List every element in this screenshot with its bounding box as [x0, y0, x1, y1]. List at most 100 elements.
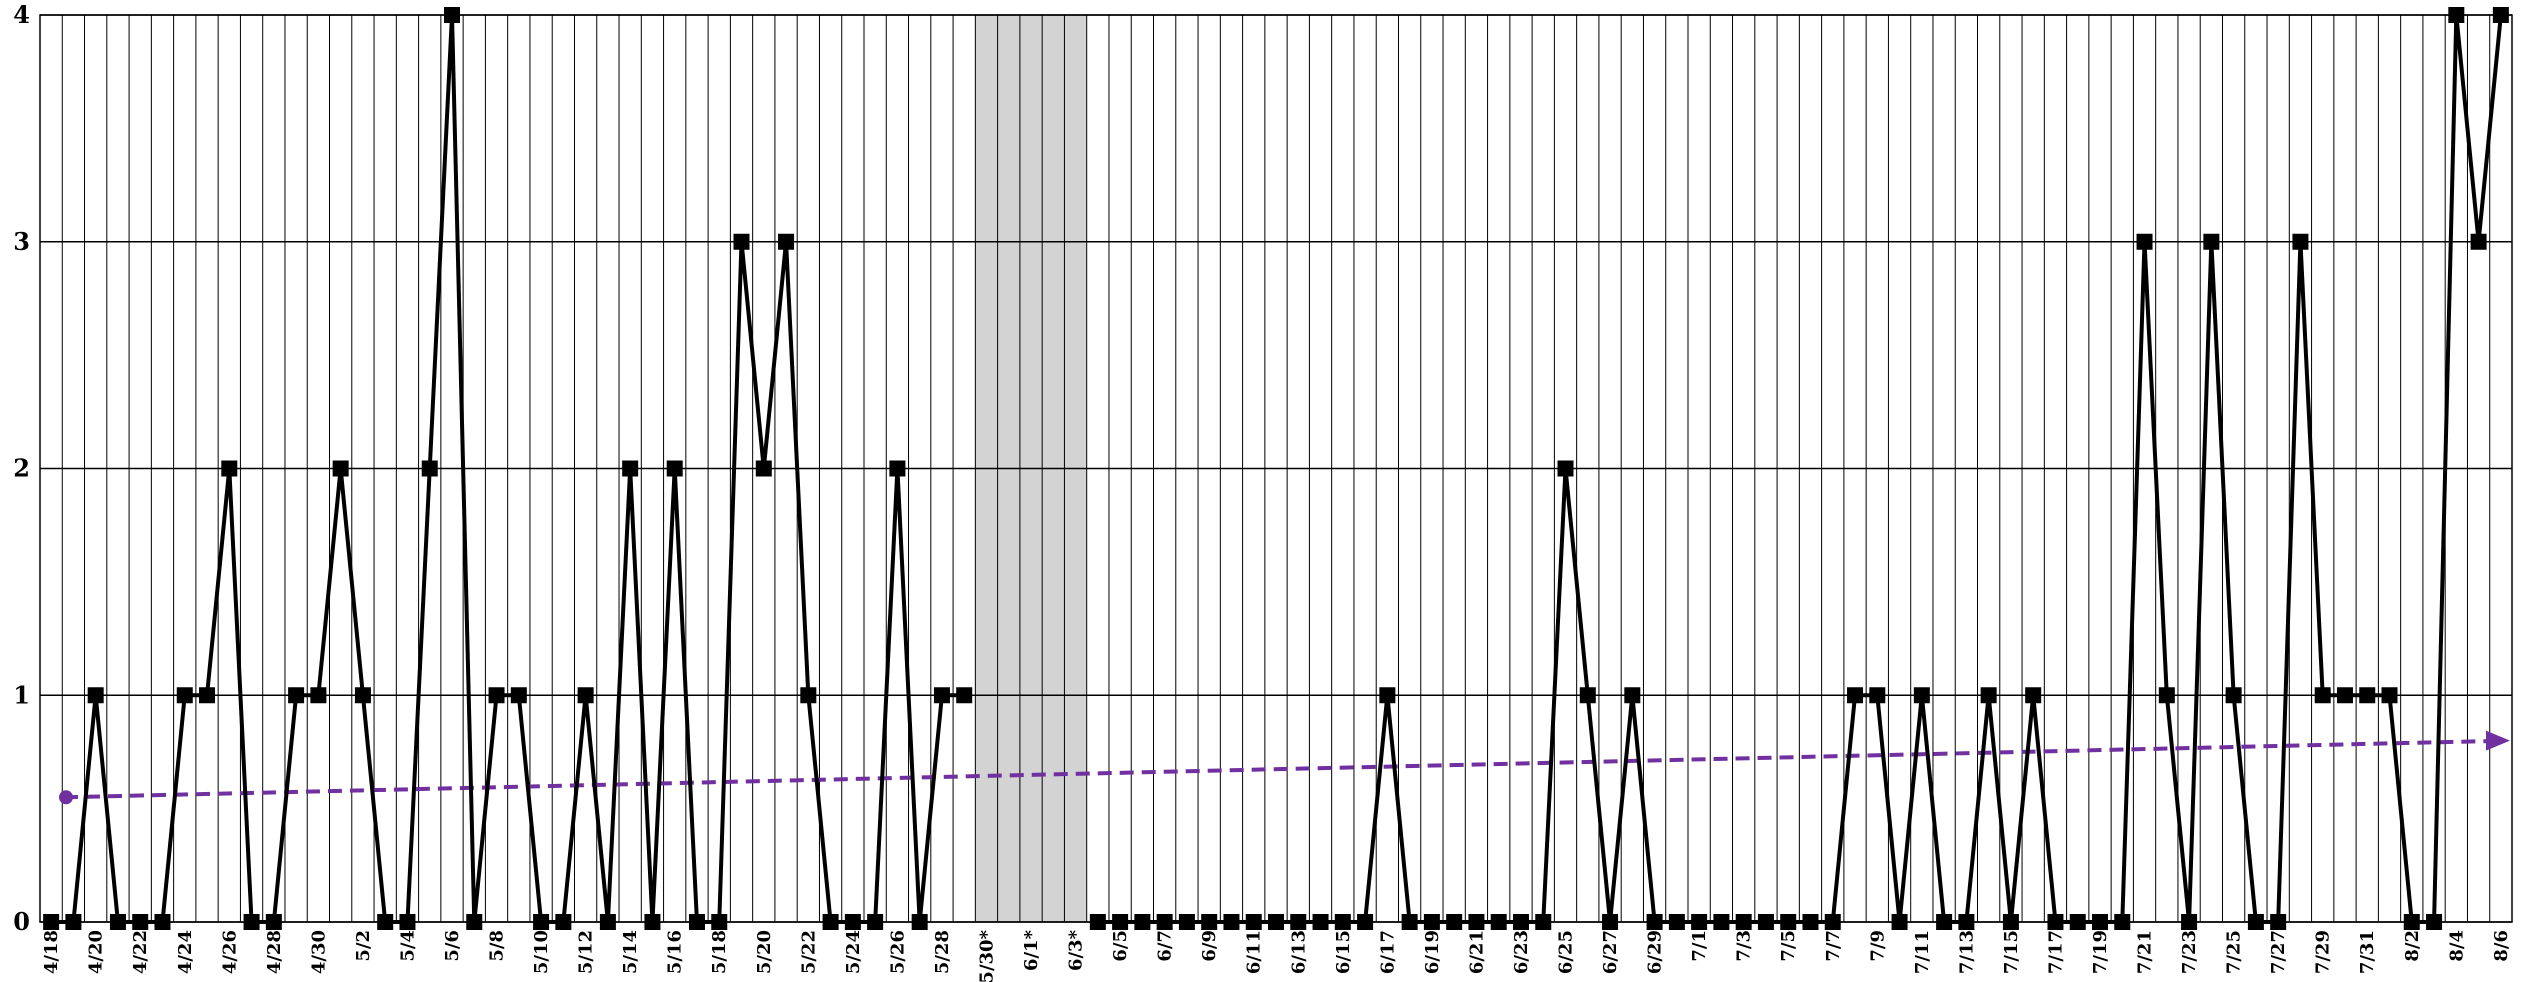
data-point	[1201, 914, 1218, 930]
data-point	[1713, 914, 1730, 930]
x-tick-label: 7/17	[2045, 930, 2066, 974]
data-point	[265, 914, 282, 930]
data-point	[154, 914, 171, 930]
data-point	[555, 914, 572, 930]
x-tick-label: 7/13	[1956, 930, 1977, 974]
x-tick-label: 4/26	[219, 930, 240, 974]
x-tick-label: 8/2	[2402, 930, 2423, 962]
data-point	[1156, 914, 1173, 930]
x-tick-label: 7/31	[2357, 930, 2378, 974]
data-point	[1535, 914, 1552, 930]
y-tick-label: 4	[13, 0, 30, 29]
data-point	[889, 460, 906, 477]
x-tick-label: 5/16	[665, 930, 686, 974]
data-point	[43, 914, 60, 930]
data-point	[1512, 914, 1529, 930]
data-point	[2136, 233, 2153, 250]
x-tick-label: 7/9	[1867, 930, 1888, 962]
data-point	[132, 914, 149, 930]
data-point	[1936, 914, 1953, 930]
data-point	[2292, 233, 2309, 250]
data-point	[109, 914, 126, 930]
data-point	[288, 687, 305, 704]
data-point	[199, 687, 216, 704]
data-point	[1334, 914, 1351, 930]
data-point	[599, 914, 616, 930]
data-point	[1557, 460, 1574, 477]
data-point	[778, 233, 795, 250]
x-tick-label: 4/22	[130, 930, 151, 974]
x-tick-label: 6/11	[1244, 930, 1265, 974]
data-point	[332, 460, 349, 477]
data-point	[1602, 914, 1619, 930]
data-point	[510, 687, 527, 704]
data-point	[65, 914, 82, 930]
x-tick-label: 4/18	[41, 930, 62, 974]
data-point	[2002, 914, 2019, 930]
data-point	[1579, 687, 1596, 704]
x-tick-label: 6/13	[1288, 930, 1309, 974]
data-point	[2225, 687, 2242, 704]
data-point	[1490, 914, 1507, 930]
data-point	[2092, 914, 2108, 930]
x-tick-label: 6/25	[1556, 930, 1577, 974]
data-point	[2314, 687, 2331, 704]
x-tick-label: 4/30	[308, 930, 329, 974]
data-point	[1357, 914, 1374, 930]
data-point	[1824, 914, 1841, 930]
data-point	[2069, 914, 2086, 930]
data-point	[2270, 914, 2287, 930]
x-tick-label: 6/17	[1377, 930, 1398, 974]
data-point	[221, 460, 238, 477]
x-tick-label: 5/18	[709, 930, 730, 974]
data-point	[421, 460, 438, 477]
x-tick-label: 7/25	[2224, 930, 2245, 974]
y-tick-label: 2	[13, 454, 30, 483]
data-point	[1757, 914, 1774, 930]
data-point	[577, 687, 594, 704]
data-point	[822, 914, 839, 930]
x-tick-label: 5/20	[754, 930, 775, 974]
data-point	[2492, 7, 2509, 23]
x-tick-label: 5/6	[442, 930, 463, 962]
x-tick-label: 6/27	[1600, 930, 1621, 974]
data-point	[1980, 687, 1997, 704]
x-tick-label: 7/19	[2090, 930, 2111, 974]
x-tick-label: 6/3*	[1066, 929, 1087, 971]
data-point	[933, 687, 950, 704]
data-point	[1423, 914, 1440, 930]
data-point	[800, 687, 817, 704]
data-point	[444, 7, 460, 23]
x-tick-label: 5/30*	[976, 929, 997, 982]
trendline-start-marker	[59, 790, 73, 805]
trendline	[63, 739, 2493, 800]
x-tick-label: 6/1*	[1021, 929, 1042, 971]
data-point	[1112, 914, 1129, 930]
data-point	[867, 914, 884, 930]
x-tick-label: 6/9	[1199, 930, 1220, 962]
data-point	[1735, 914, 1752, 930]
x-tick-label: 5/10	[531, 930, 552, 974]
data-point	[2381, 687, 2398, 704]
x-tick-label: 7/3	[1734, 930, 1755, 962]
x-tick-label: 5/28	[932, 930, 953, 974]
x-tick-label: 5/14	[620, 930, 641, 974]
data-point	[1178, 914, 1195, 930]
data-point	[1646, 914, 1663, 930]
data-point	[1468, 914, 1485, 930]
data-point	[622, 460, 639, 477]
data-point	[1869, 687, 1886, 704]
data-point	[1691, 914, 1708, 930]
data-point	[1913, 687, 1930, 704]
data-point	[1134, 914, 1151, 930]
data-point	[1446, 914, 1463, 930]
x-tick-label: 6/21	[1466, 930, 1487, 974]
data-point	[87, 687, 104, 704]
x-tick-label: 7/5	[1778, 930, 1799, 962]
data-point	[1290, 914, 1307, 930]
data-point	[2047, 914, 2064, 930]
data-point	[2247, 914, 2264, 930]
trendline-arrowhead	[2486, 730, 2510, 751]
